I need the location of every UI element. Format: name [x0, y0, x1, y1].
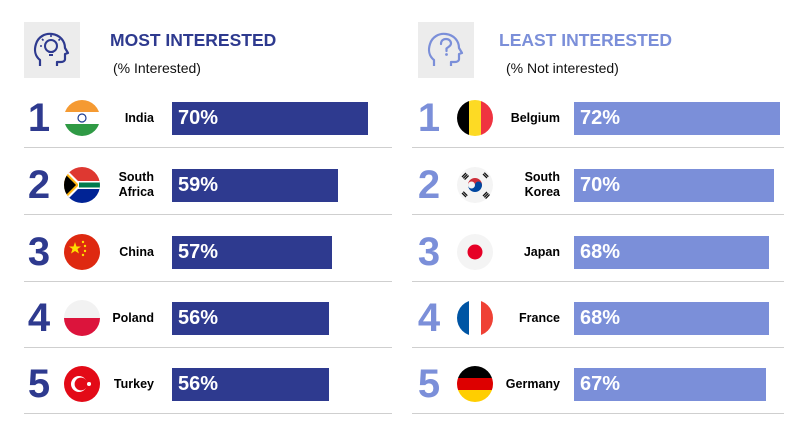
country-label: Turkey	[113, 376, 154, 391]
bar: 56%	[172, 302, 329, 335]
rank-number: 4	[417, 296, 441, 340]
bar-track: 72%	[574, 102, 780, 135]
divider	[412, 214, 784, 215]
country-label: South Korea	[524, 170, 560, 199]
ranking-row: 3 China 57%	[0, 226, 392, 292]
country-label: India	[124, 110, 154, 125]
bar: 70%	[172, 102, 368, 135]
ranking-row: 2 South Africa 59%	[0, 159, 392, 225]
bar: 67%	[574, 368, 766, 401]
least-title: LEAST INTERESTED	[499, 30, 673, 50]
bar-value-label: 59%	[178, 174, 219, 196]
rank-number: 5	[27, 362, 51, 406]
bar: 70%	[574, 169, 774, 202]
most-interested-panel: MOST INTERESTED (% Interested) 1 India 7…	[0, 0, 392, 427]
least-interested-panel: LEAST INTERESTED (% Not interested) 1 Be…	[404, 0, 796, 427]
ranking-row: 4 France 68%	[404, 292, 796, 358]
bar-track: 56%	[172, 368, 374, 401]
divider	[412, 413, 784, 414]
ranking-row: 4 Poland 56%	[0, 292, 392, 358]
ranking-row: 1 India 70%	[0, 92, 392, 158]
ranking-row: 1 Belgium 72%	[404, 92, 796, 158]
rank-number: 2	[27, 163, 51, 207]
divider	[24, 281, 392, 282]
bar: 72%	[574, 102, 780, 135]
china-flag-icon	[64, 234, 100, 270]
germany-flag-icon	[457, 366, 493, 402]
ranking-row: 5 Germany 67%	[404, 358, 796, 424]
bar-value-label: 57%	[178, 241, 219, 263]
head-question-icon	[418, 22, 474, 78]
south-africa-flag-icon	[64, 167, 100, 203]
ranking-row: 2 South Korea 70%	[404, 159, 796, 225]
ranking-row: 5 Turkey 56%	[0, 358, 392, 424]
poland-flag-icon	[64, 300, 100, 336]
belgium-flag-icon	[457, 100, 493, 136]
bar: 68%	[574, 236, 769, 269]
bar-track: 70%	[574, 169, 780, 202]
head-lightbulb-icon	[24, 22, 80, 78]
country-label: Belgium	[510, 110, 560, 125]
bar: 57%	[172, 236, 332, 269]
rank-number: 3	[417, 230, 441, 274]
turkey-flag-icon	[64, 366, 100, 402]
bar-value-label: 56%	[178, 307, 219, 329]
rank-number: 2	[417, 163, 441, 207]
divider	[24, 147, 392, 148]
country-label: Japan	[523, 244, 560, 259]
divider	[24, 214, 392, 215]
bar: 59%	[172, 169, 338, 202]
bar-value-label: 56%	[178, 373, 219, 395]
bar-value-label: 67%	[580, 373, 621, 395]
bar-track: 68%	[574, 236, 780, 269]
bar-value-label: 68%	[580, 241, 621, 263]
bar: 68%	[574, 302, 769, 335]
bar-value-label: 72%	[580, 107, 621, 129]
rank-number: 1	[417, 96, 441, 140]
ranking-row: 3 Japan 68%	[404, 226, 796, 292]
bar-track: 68%	[574, 302, 780, 335]
bar-track: 67%	[574, 368, 780, 401]
bar-track: 70%	[172, 102, 374, 135]
country-label: Germany	[505, 376, 560, 391]
bar-value-label: 70%	[580, 174, 621, 196]
least-subtitle: (% Not interested)	[506, 60, 619, 76]
bar-track: 57%	[172, 236, 374, 269]
bar-value-label: 68%	[580, 307, 621, 329]
bar-track: 59%	[172, 169, 374, 202]
most-subtitle: (% Interested)	[113, 60, 201, 76]
country-label: China	[119, 244, 154, 259]
rank-number: 5	[417, 362, 441, 406]
divider	[24, 347, 392, 348]
country-label: South Africa	[118, 170, 154, 199]
divider	[412, 347, 784, 348]
country-label: Poland	[112, 310, 154, 325]
france-flag-icon	[457, 300, 493, 336]
most-title: MOST INTERESTED	[110, 30, 277, 50]
japan-flag-icon	[457, 234, 493, 270]
rank-number: 3	[27, 230, 51, 274]
divider	[412, 281, 784, 282]
india-flag-icon	[64, 100, 100, 136]
country-label: France	[519, 310, 560, 325]
divider	[412, 147, 784, 148]
divider	[24, 413, 392, 414]
rank-number: 4	[27, 296, 51, 340]
bar-value-label: 70%	[178, 107, 219, 129]
bar-track: 56%	[172, 302, 374, 335]
rank-number: 1	[27, 96, 51, 140]
bar: 56%	[172, 368, 329, 401]
south-korea-flag-icon	[457, 167, 493, 203]
